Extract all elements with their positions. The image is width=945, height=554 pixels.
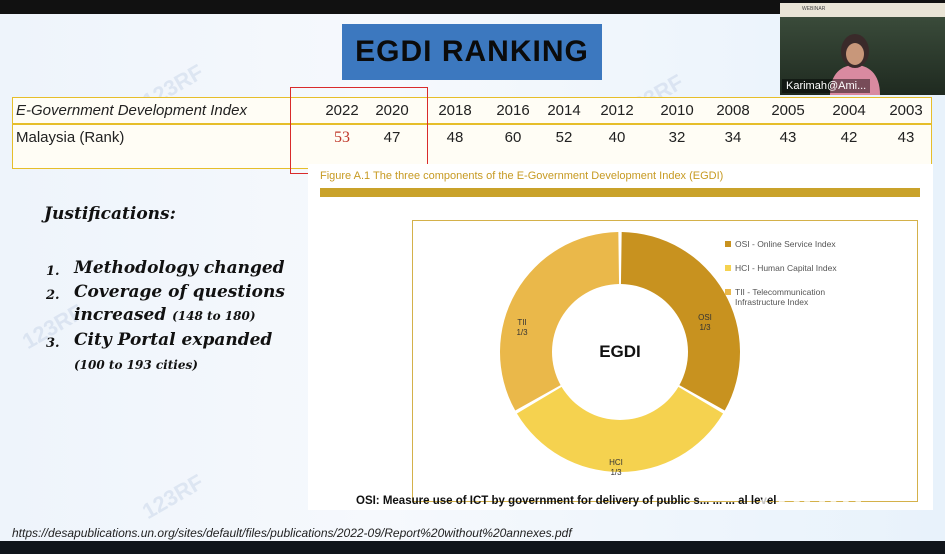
- egdi-figure: Figure A.1 The three components of the E…: [308, 164, 933, 510]
- table-year-header: 2008: [716, 102, 750, 119]
- table-rank-cell: 42: [840, 129, 858, 146]
- shared-slide: 123RF 123RF 123RF 123RF EGDI RANKING E-G…: [0, 14, 945, 541]
- donut-center-label: EGDI: [599, 342, 641, 361]
- legend-swatch: [725, 289, 731, 295]
- table-year-header: 2018: [438, 102, 472, 119]
- table-year-header: 2020: [375, 102, 409, 119]
- justifications-title: Justifications:: [44, 204, 176, 224]
- list-item-text: increased (148 to 180): [74, 305, 256, 325]
- list-item-detail: (148 to 180): [172, 309, 256, 323]
- segment-fraction: 1/3: [699, 323, 711, 332]
- table-rank-cell: 34: [724, 129, 742, 146]
- table-year-header: 2003: [889, 102, 923, 119]
- table-year-header: 2016: [496, 102, 530, 119]
- hci-segment: [516, 386, 724, 472]
- table-rank-cell: 60: [504, 129, 522, 146]
- list-item-text: Methodology changed: [74, 258, 285, 278]
- watermark: 123RF: [137, 469, 208, 524]
- segment-label: HCI: [609, 458, 623, 467]
- legend-item: OSI - Online Service Index: [725, 239, 836, 249]
- list-item-text-cont: increased: [74, 305, 167, 325]
- segment-fraction: 1/3: [610, 468, 622, 477]
- webcam-banner: WEBINAR: [780, 3, 945, 17]
- table-year-header: 2010: [660, 102, 694, 119]
- segment-label: TII: [517, 318, 526, 327]
- osi-segment: [620, 232, 740, 411]
- figure-title: Figure A.1 The three components of the E…: [320, 170, 724, 182]
- egdi-donut-chart: EGDI OSI 1/3 HCI 1/3 TII 1/3: [500, 232, 740, 477]
- table-year-header: 2004: [832, 102, 866, 119]
- top-bar: [0, 0, 945, 14]
- osi-note: OSI: Measure use of ICT by government fo…: [356, 495, 777, 507]
- figure-panel: EGDI OSI 1/3 HCI 1/3 TII 1/3 OSI - Onlin…: [412, 220, 918, 502]
- figure-title-bar: [320, 188, 920, 197]
- legend-label: OSI - Online Service Index: [735, 239, 836, 249]
- table-rank-cell: 47: [383, 129, 401, 146]
- slide-title-box: EGDI RANKING: [342, 24, 602, 80]
- table-year-header: 2005: [771, 102, 805, 119]
- list-number: 1.: [46, 264, 60, 279]
- zoom-watermark: zoom: [756, 474, 865, 518]
- table-year-header: 2022: [325, 102, 359, 119]
- segment-label: OSI: [698, 313, 712, 322]
- legend-swatch: [725, 265, 731, 271]
- tii-segment: [500, 232, 620, 411]
- webcam-banner-text: WEBINAR: [802, 6, 826, 12]
- table-rank-cell: 43: [779, 129, 797, 146]
- table-year-header: 2012: [600, 102, 634, 119]
- table-rank-cell: 52: [555, 129, 573, 146]
- list-item-text: City Portal expanded: [74, 330, 273, 350]
- list-item-detail: (100 to 193 cities): [74, 358, 198, 372]
- table-year-header: 2014: [547, 102, 581, 119]
- table-rank-cell: 53: [334, 129, 350, 146]
- table-rank-cell: 40: [608, 129, 626, 146]
- table-divider: [13, 123, 931, 125]
- table-header-label: E-Government Development Index: [16, 102, 247, 119]
- table-row-label: Malaysia (Rank): [16, 129, 125, 146]
- participant-avatar: [830, 34, 880, 95]
- bottom-bar: [0, 541, 945, 554]
- legend-label: HCI - Human Capital Index: [735, 263, 837, 273]
- list-item-text: Coverage of questions: [74, 282, 285, 302]
- source-url[interactable]: https://desapublications.un.org/sites/de…: [12, 526, 572, 540]
- legend-label-cont: Infrastructure Index: [735, 297, 809, 307]
- legend-swatch: [725, 241, 731, 247]
- highlight-box: [290, 87, 428, 174]
- table-rank-cell: 48: [446, 129, 464, 146]
- participant-name: Karimah@Ami...: [782, 79, 871, 93]
- legend-item: HCI - Human Capital Index: [725, 263, 837, 273]
- list-number: 2.: [46, 288, 60, 303]
- participant-video[interactable]: WEBINAR Karimah@Ami...: [780, 3, 945, 95]
- table-rank-cell: 43: [897, 129, 915, 146]
- table-rank-cell: 32: [668, 129, 686, 146]
- legend-item: TII - Telecommunication Infrastructure I…: [725, 287, 826, 307]
- egdi-table: E-Government Development Index Malaysia …: [12, 97, 932, 169]
- slide-title: EGDI RANKING: [355, 35, 589, 68]
- segment-fraction: 1/3: [516, 328, 528, 337]
- list-number: 3.: [46, 336, 60, 351]
- legend-label: TII - Telecommunication: [735, 287, 826, 297]
